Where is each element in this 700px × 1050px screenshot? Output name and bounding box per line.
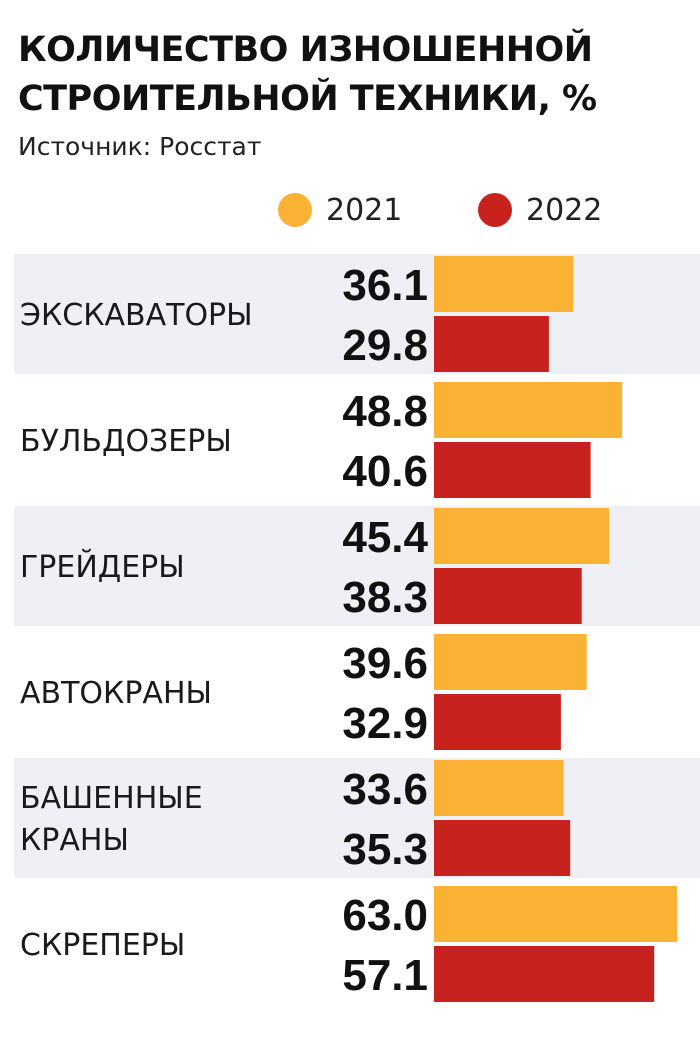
legend-label-2022: 2022 bbox=[526, 192, 603, 228]
chart-title-line-1: КОЛИЧЕСТВО ИЗНОШЕННОЙ bbox=[18, 30, 593, 70]
bar-2022 bbox=[434, 316, 549, 372]
legend-label-2021: 2021 bbox=[326, 192, 403, 228]
bar-2022 bbox=[434, 442, 591, 498]
value-label-2022: 29.8 bbox=[342, 321, 428, 370]
legend-swatch-2021 bbox=[278, 193, 312, 227]
category-label: АВТОКРАНЫ bbox=[20, 676, 212, 711]
value-label-2022: 35.3 bbox=[342, 825, 428, 874]
bar-2021 bbox=[434, 382, 623, 438]
bar-2022 bbox=[434, 820, 571, 876]
value-label-2021: 33.6 bbox=[342, 765, 428, 814]
category-label: ГРЕЙДЕРЫ bbox=[20, 549, 185, 585]
category-label: СКРЕПЕРЫ bbox=[20, 928, 185, 963]
value-label-2021: 39.6 bbox=[342, 639, 428, 688]
value-label-2021: 36.1 bbox=[342, 261, 428, 310]
value-label-2022: 40.6 bbox=[342, 447, 428, 496]
row-band bbox=[14, 758, 700, 878]
value-label-2021: 48.8 bbox=[342, 387, 428, 436]
value-label-2022: 38.3 bbox=[342, 573, 428, 622]
bar-2022 bbox=[434, 946, 655, 1002]
value-label-2021: 45.4 bbox=[342, 513, 428, 562]
bar-2021 bbox=[434, 508, 610, 564]
bar-2021 bbox=[434, 634, 587, 690]
category-label: ЭКСКАВАТОРЫ bbox=[20, 298, 253, 333]
legend-item-2022: 2022 bbox=[478, 188, 602, 232]
value-label-2022: 57.1 bbox=[342, 951, 428, 1000]
bar-2022 bbox=[434, 694, 561, 750]
legend-item-2021: 2021 bbox=[278, 188, 402, 232]
value-label-2022: 32.9 bbox=[342, 699, 428, 748]
row-band bbox=[14, 254, 700, 374]
legend-swatch-2022 bbox=[478, 193, 512, 227]
category-label: КРАНЫ bbox=[20, 823, 129, 858]
bar-2021 bbox=[434, 886, 677, 942]
category-label: БАШЕННЫЕ bbox=[20, 781, 203, 816]
chart-title: КОЛИЧЕСТВО ИЗНОШЕННОЙ СТРОИТЕЛЬНОЙ ТЕХНИ… bbox=[18, 26, 597, 124]
value-label-2021: 63.0 bbox=[342, 891, 428, 940]
chart-source: Источник: Росстат bbox=[18, 132, 262, 161]
category-label: БУЛЬДОЗЕРЫ bbox=[20, 424, 232, 459]
bar-2021 bbox=[434, 256, 574, 312]
bar-2022 bbox=[434, 568, 582, 624]
bar-2021 bbox=[434, 760, 564, 816]
chart-title-line-2: СТРОИТЕЛЬНОЙ ТЕХНИКИ, % bbox=[18, 79, 597, 119]
